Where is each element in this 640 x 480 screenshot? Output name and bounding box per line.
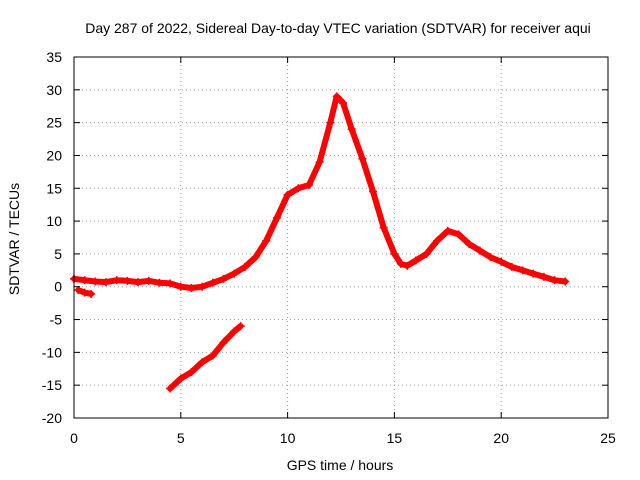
data-point bbox=[443, 226, 452, 235]
data-point bbox=[102, 278, 111, 287]
data-point bbox=[315, 158, 324, 167]
data-point bbox=[80, 288, 89, 297]
data-point bbox=[187, 368, 196, 377]
ticks bbox=[73, 56, 609, 419]
x-axis-title: GPS time / hours bbox=[287, 457, 394, 473]
y-tick-label: 20 bbox=[46, 147, 62, 163]
y-tick-label: -5 bbox=[50, 312, 63, 328]
data-point bbox=[219, 338, 228, 347]
data-point bbox=[422, 249, 431, 258]
data-point bbox=[369, 187, 378, 196]
data-point bbox=[358, 154, 367, 163]
data-point bbox=[529, 269, 538, 278]
data-point bbox=[230, 327, 239, 336]
data-point bbox=[176, 282, 185, 291]
data-point bbox=[74, 286, 83, 295]
data-point bbox=[539, 272, 548, 281]
y-tick-label: 30 bbox=[46, 82, 62, 98]
data-point bbox=[465, 240, 474, 249]
data-point bbox=[304, 180, 313, 189]
data-point bbox=[433, 236, 442, 245]
grid bbox=[74, 57, 608, 418]
data-point bbox=[134, 278, 143, 287]
x-tick-label: 25 bbox=[600, 430, 616, 446]
data-point bbox=[112, 276, 121, 285]
data-point bbox=[230, 269, 239, 278]
data-point bbox=[272, 213, 281, 222]
data-point bbox=[262, 236, 271, 245]
data-point bbox=[326, 118, 335, 127]
y-axis-title: SDTVAR / TECUs bbox=[6, 183, 22, 295]
y-tick-label: 15 bbox=[46, 180, 62, 196]
tick-labels: 0 5 10 15 20 25 -20 -15 -10 -5 0 5 10 15 20 25 30 35 bbox=[42, 49, 616, 446]
y-tick-label: 35 bbox=[46, 49, 62, 65]
y-tick-label: 10 bbox=[46, 213, 62, 229]
data-point bbox=[347, 125, 356, 134]
plot-frame bbox=[73, 56, 609, 419]
series-main bbox=[70, 92, 570, 293]
x-tick-label: 10 bbox=[280, 430, 296, 446]
data-point bbox=[166, 279, 175, 288]
series-negative-branch bbox=[166, 322, 245, 393]
data-point bbox=[80, 276, 89, 285]
data-point bbox=[219, 274, 228, 283]
data-point bbox=[251, 253, 260, 262]
data-point bbox=[475, 246, 484, 255]
data-point bbox=[187, 284, 196, 293]
data-point bbox=[91, 277, 100, 286]
y-tick-label: 25 bbox=[46, 115, 62, 131]
data-point bbox=[411, 256, 420, 265]
chart-title: Day 287 of 2022, Sidereal Day-to-day VTE… bbox=[85, 20, 591, 36]
data-point bbox=[198, 358, 207, 367]
data-point bbox=[176, 374, 185, 383]
data-point bbox=[497, 257, 506, 266]
data-point bbox=[240, 263, 249, 272]
series-offset-segment bbox=[74, 286, 96, 298]
data-point bbox=[507, 263, 516, 272]
data-point bbox=[486, 253, 495, 262]
y-tick-label: 0 bbox=[54, 279, 62, 295]
data-point bbox=[144, 276, 153, 285]
x-tick-label: 5 bbox=[177, 430, 185, 446]
data-point bbox=[208, 278, 217, 287]
x-tick-label: 15 bbox=[387, 430, 403, 446]
data-point bbox=[166, 384, 175, 393]
data-layer bbox=[70, 92, 570, 393]
data-point bbox=[454, 230, 463, 239]
data-point bbox=[339, 98, 348, 107]
y-tick-label: -15 bbox=[42, 377, 62, 393]
x-tick-label: 20 bbox=[493, 430, 509, 446]
y-tick-label: -20 bbox=[42, 410, 62, 426]
y-tick-label: -10 bbox=[42, 344, 62, 360]
data-point bbox=[87, 289, 96, 298]
data-point bbox=[332, 92, 341, 101]
data-point bbox=[236, 322, 245, 331]
data-point bbox=[396, 259, 405, 268]
data-point bbox=[123, 276, 132, 285]
data-point bbox=[208, 351, 217, 360]
data-point bbox=[550, 276, 559, 285]
data-point bbox=[390, 249, 399, 258]
data-point bbox=[403, 261, 412, 270]
data-point bbox=[294, 184, 303, 193]
series-trace bbox=[167, 323, 244, 392]
data-point bbox=[198, 282, 207, 291]
data-point bbox=[518, 266, 527, 275]
data-point bbox=[155, 278, 164, 287]
y-tick-label: 5 bbox=[54, 246, 62, 262]
data-point bbox=[283, 190, 292, 199]
data-point bbox=[561, 277, 570, 286]
data-point bbox=[379, 223, 388, 232]
x-tick-label: 0 bbox=[70, 430, 78, 446]
